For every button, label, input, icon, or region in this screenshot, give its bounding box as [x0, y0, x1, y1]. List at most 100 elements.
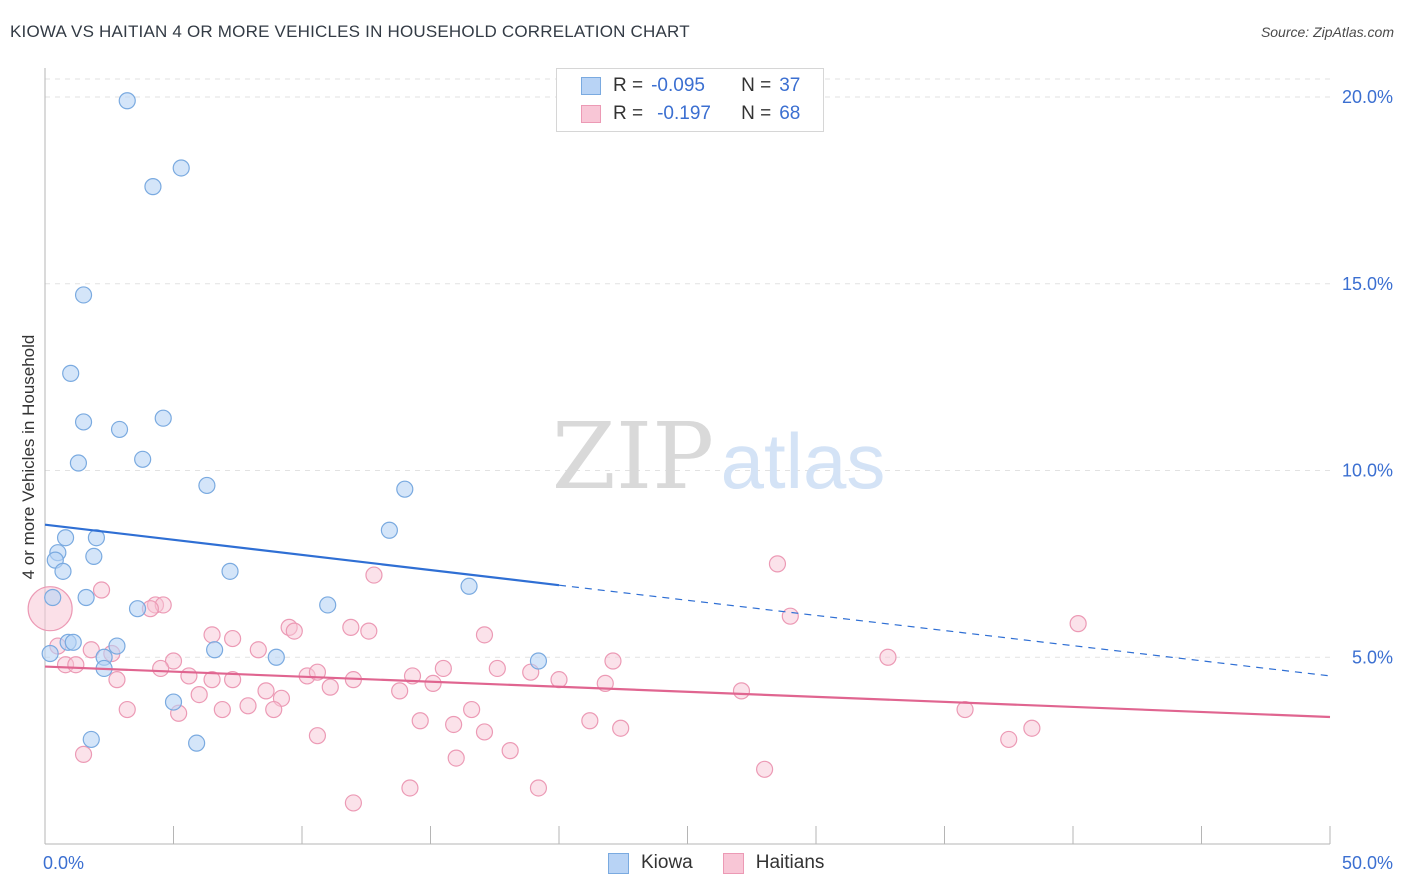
haitians-point — [321, 678, 339, 696]
haitians-point — [360, 622, 378, 640]
kiowa-point — [118, 92, 136, 110]
watermark-zip: ZIP — [552, 403, 714, 510]
haitians-point — [342, 618, 360, 636]
legend-label-haitians: Haitians — [755, 852, 825, 873]
kiowa-point — [172, 159, 190, 177]
haitians-point — [424, 674, 442, 692]
kiowa-point — [77, 588, 95, 607]
haitians-point — [781, 607, 799, 625]
haitians-point — [203, 626, 221, 644]
kiowa-point — [319, 596, 337, 614]
haitians-point — [768, 555, 787, 573]
y-tick-label: 10.0% — [1342, 461, 1393, 481]
haitians-point — [1023, 719, 1041, 737]
haitians-point — [956, 700, 974, 719]
axis-layer: 5.0% 10.0% 15.0% 20.0% 0.0% 50.0% — [43, 68, 1393, 873]
haitians-point — [475, 723, 494, 741]
haitians-point — [391, 682, 409, 700]
kiowa-point — [56, 529, 75, 547]
chart-title: KIOWA VS HAITIAN 4 OR MORE VEHICLES IN H… — [10, 22, 690, 41]
haitians-point — [249, 641, 267, 659]
haitians-point — [92, 581, 111, 599]
legend-row-haitians: R = -0.197 N = 68 — [581, 101, 800, 127]
haitians-point — [213, 700, 231, 719]
haitians-point — [581, 712, 599, 730]
kiowa-point — [529, 652, 548, 670]
kiowa-point — [44, 588, 62, 607]
haitians-point — [164, 652, 183, 670]
haitians-points — [27, 555, 1087, 812]
haitians-r-label: R = — [613, 103, 644, 124]
kiowa-point — [164, 693, 183, 711]
kiowa-point — [206, 641, 224, 659]
haitians-point — [434, 659, 452, 678]
kiowa-point — [82, 730, 100, 749]
haitians-point — [152, 659, 170, 678]
kiowa-point — [69, 454, 88, 472]
haitians-point — [67, 656, 85, 674]
kiowa-point — [267, 648, 285, 666]
haitians-point — [879, 648, 897, 666]
kiowa-trend-extension — [558, 584, 1331, 677]
haitians-point — [475, 626, 494, 644]
haitians-legend-swatch — [722, 852, 744, 874]
haitians-swatch — [581, 105, 601, 123]
haitians-point — [180, 667, 198, 685]
haitians-point — [224, 671, 242, 689]
x-tick-label: 50.0% — [1342, 853, 1393, 873]
haitians-point — [285, 622, 303, 640]
y-tick-label: 15.0% — [1342, 274, 1393, 294]
legend-item-haitians[interactable]: Haitians — [722, 852, 825, 874]
haitians-point — [118, 700, 136, 719]
kiowa-legend-swatch — [608, 852, 629, 874]
haitians-point — [732, 682, 751, 700]
haitians-point — [550, 671, 568, 689]
kiowa-n-label: N = — [741, 75, 772, 96]
haitians-point — [203, 671, 221, 689]
haitians-point — [612, 719, 630, 737]
y-tick-label: 20.0% — [1342, 87, 1393, 107]
kiowa-point — [188, 734, 206, 752]
kiowa-r-label: R = — [613, 75, 644, 96]
haitians-n-value: 68 — [779, 103, 801, 124]
x-tick-label: 0.0% — [43, 853, 84, 873]
haitians-trend-line — [44, 665, 1331, 719]
haitians-point — [604, 652, 622, 670]
legend-item-kiowa[interactable]: Kiowa — [608, 852, 693, 874]
kiowa-point — [128, 600, 147, 618]
kiowa-point — [85, 547, 103, 566]
haitians-point — [411, 712, 429, 730]
haitians-point — [1000, 730, 1018, 749]
kiowa-point — [74, 286, 93, 304]
legend-label-kiowa: Kiowa — [641, 852, 693, 873]
kiowa-point — [108, 637, 126, 655]
source-label: Source: ZipAtlas.com — [1260, 24, 1394, 40]
kiowa-point — [460, 577, 478, 595]
haitians-point — [239, 697, 257, 715]
haitians-point — [501, 742, 519, 760]
haitians-point — [463, 700, 481, 719]
kiowa-points — [41, 92, 548, 752]
kiowa-point — [396, 480, 414, 498]
y-tick-label: 5.0% — [1352, 647, 1393, 667]
haitians-point — [1069, 615, 1087, 633]
haitians-point — [74, 745, 93, 763]
watermark: ZIP atlas — [552, 403, 885, 510]
haitians-point — [224, 629, 242, 648]
haitians-point — [308, 727, 327, 745]
haitians-point — [529, 779, 548, 797]
kiowa-n-value: 37 — [779, 75, 801, 96]
kiowa-point — [154, 409, 172, 427]
haitians-point — [265, 700, 283, 719]
haitians-r-value: -0.197 — [657, 103, 711, 124]
kiowa-point — [110, 420, 129, 439]
watermark-atlas: atlas — [721, 417, 886, 505]
stats-legend: R = -0.095 N = 37 R = -0.197 N = 68 — [556, 68, 824, 132]
haitians-point — [365, 566, 383, 584]
legend-row-kiowa: R = -0.095 N = 37 — [581, 73, 800, 99]
kiowa-point — [221, 562, 239, 580]
haitians-point — [445, 715, 463, 734]
haitians-point — [488, 659, 506, 678]
kiowa-trend-line — [44, 523, 560, 587]
